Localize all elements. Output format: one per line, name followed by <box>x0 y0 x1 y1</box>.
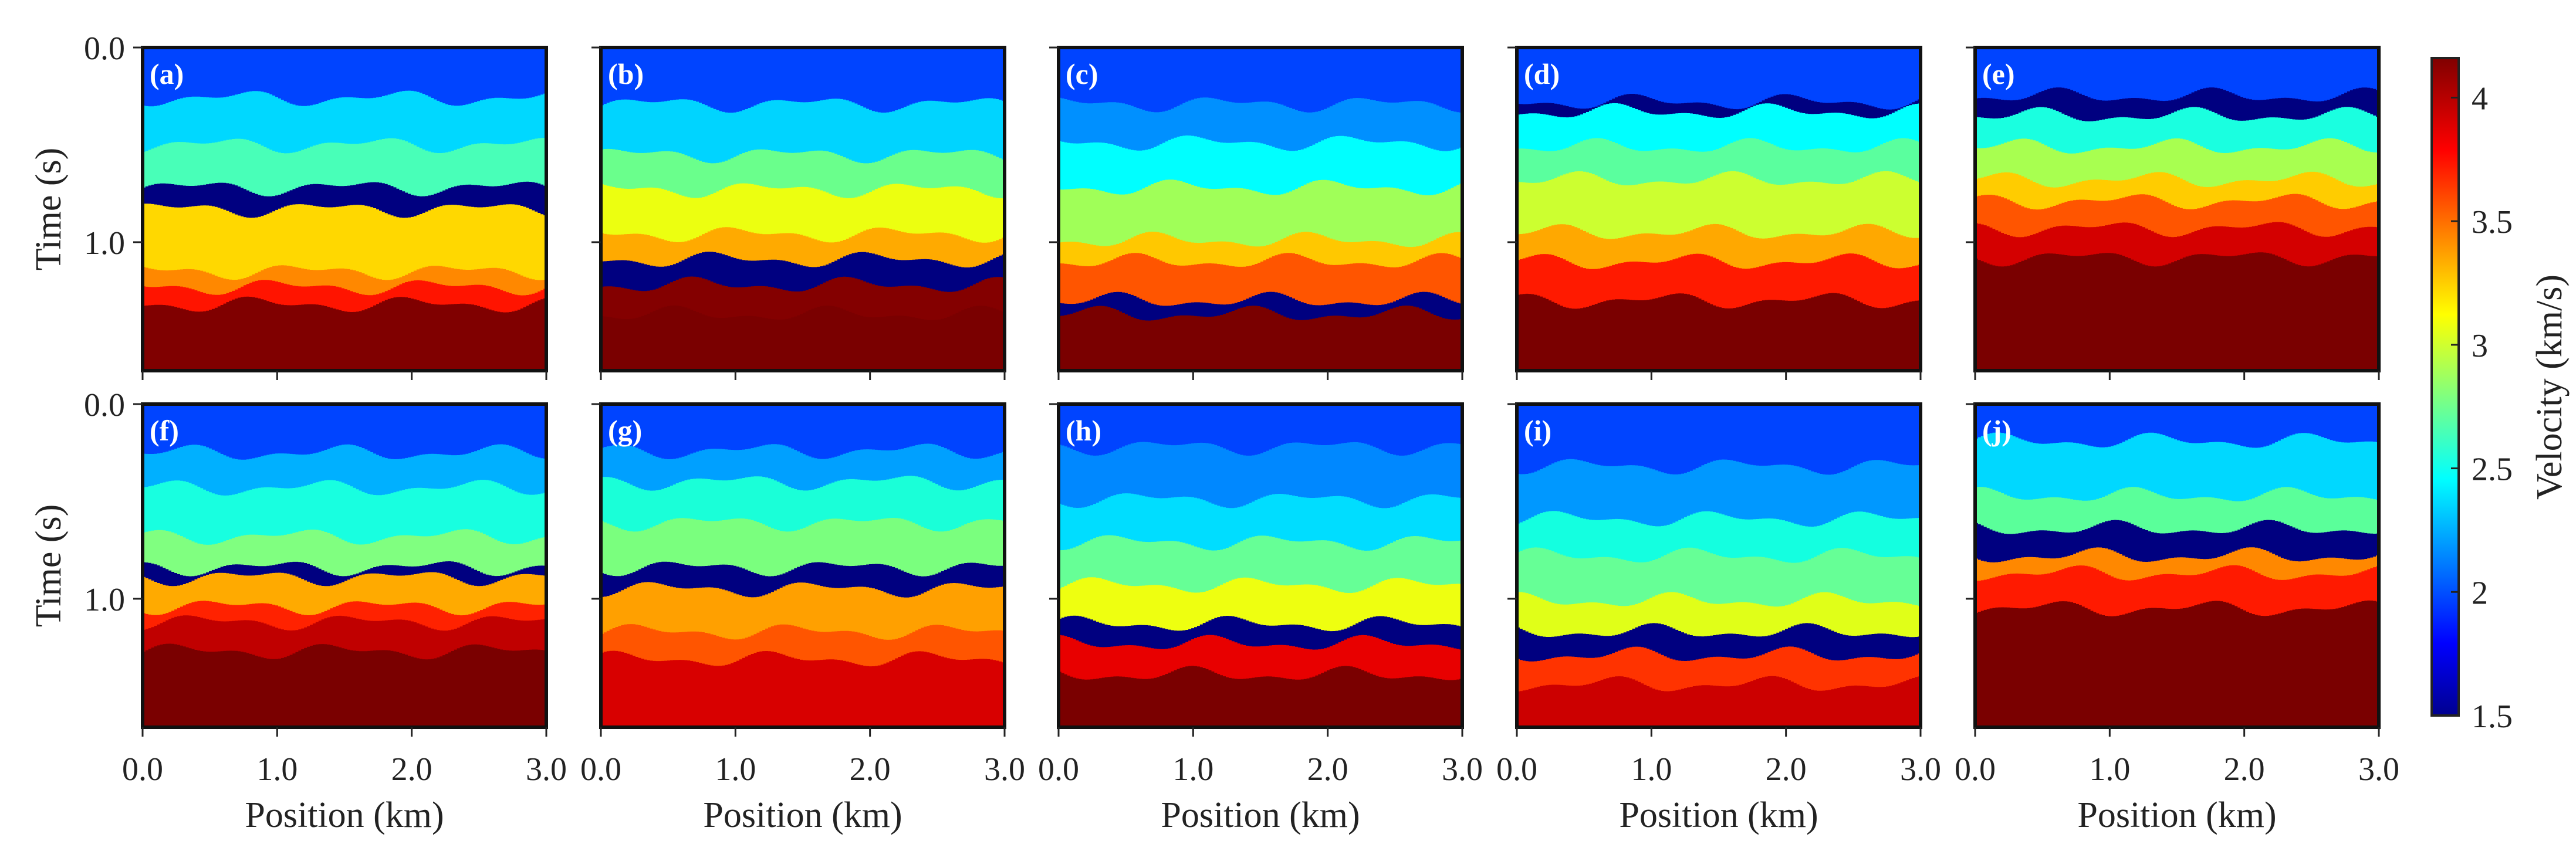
y-axis-label: Time (s) <box>29 148 69 271</box>
velocity-layer <box>1059 666 1462 727</box>
colorbar-tick-label: 3 <box>2472 328 2488 364</box>
panel-i: (i) 0.0 1.0 2.0 3.0 Position (km) <box>1496 402 1941 835</box>
layers <box>601 48 1005 371</box>
panel-f: (f) 0.0 1.0 0.0 1.0 2.0 3.0 Position (km) Time (… <box>29 387 567 835</box>
x-tick-label: 2.0 <box>1766 751 1807 788</box>
colorbar-tick-label: 2.5 <box>2472 452 2513 488</box>
x-axis-label: Position (km) <box>703 795 902 835</box>
x-tick-label: 3.0 <box>2358 751 2399 788</box>
velocity-layer <box>1059 306 1462 371</box>
panel-label: (i) <box>1524 414 1551 447</box>
velocity-layer <box>601 650 1005 727</box>
panel-grid: (a) 0.0 1.0 Time (s) (b) (c) (d) (e) (f) 0.0 1.0 0.… <box>29 30 2399 835</box>
layers <box>1517 404 1921 727</box>
x-tick-label: 0.0 <box>1496 751 1537 788</box>
x-tick-label: 2.0 <box>1307 751 1348 788</box>
panel-d: (d) <box>1507 46 1922 380</box>
panel-frame <box>141 46 548 372</box>
panel-j: (j) 0.0 1.0 2.0 3.0 Position (km) <box>1955 402 2399 835</box>
x-tick-label: 2.0 <box>391 751 432 788</box>
panel-frame <box>1515 402 1922 729</box>
layers <box>1059 404 1462 727</box>
panel-label: (a) <box>150 57 184 90</box>
x-tick-label: 3.0 <box>1900 751 1941 788</box>
y-tick-label: 0.0 <box>84 30 125 67</box>
layers <box>1517 48 1921 371</box>
panel-label: (e) <box>1982 57 2015 90</box>
panel-frame <box>599 402 1006 729</box>
panel-c: (c) <box>1049 46 1464 380</box>
colorbar: Velocity (km/s) 1.5 2 2.5 3 3.5 4 <box>2430 57 2570 735</box>
y-tick-label: 1.0 <box>84 582 125 618</box>
colorbar-tick-label: 2 <box>2472 575 2488 611</box>
panel-frame <box>1057 46 1464 372</box>
x-axis-label: Position (km) <box>1161 795 1360 835</box>
velocity-layer <box>143 296 546 371</box>
panel-frame <box>1515 46 1922 372</box>
velocity-layer <box>1975 252 2379 371</box>
x-tick-label: 1.0 <box>2089 751 2130 788</box>
panel-label: (f) <box>150 414 179 447</box>
panel-label: (h) <box>1066 414 1101 447</box>
x-tick-label: 3.0 <box>1442 751 1483 788</box>
layers <box>601 404 1005 727</box>
panel-label: (g) <box>608 414 642 447</box>
y-axis-label: Time (s) <box>29 504 69 628</box>
y-tick-label: 1.0 <box>84 225 125 262</box>
x-tick-label: 1.0 <box>1172 751 1213 788</box>
x-tick-label: 3.0 <box>526 751 567 788</box>
colorbar-gradient <box>2430 57 2460 717</box>
colorbar-label: Velocity (km/s) <box>2530 274 2570 500</box>
velocity-layer <box>1517 676 1921 727</box>
panel-g: (g) 0.0 1.0 2.0 3.0 Position (km) <box>580 402 1025 835</box>
x-axis-label: Position (km) <box>2077 795 2276 835</box>
panel-label: (c) <box>1066 57 1098 90</box>
x-axis-label: Position (km) <box>245 795 444 835</box>
x-tick-label: 1.0 <box>1631 751 1672 788</box>
panel-a: (a) 0.0 1.0 Time (s) <box>29 30 548 380</box>
colorbar-tick-label: 1.5 <box>2472 699 2513 735</box>
panel-b: (b) <box>591 46 1006 380</box>
panel-frame <box>599 46 1006 372</box>
x-tick-label: 1.0 <box>715 751 756 788</box>
colorbar-tick-label: 4 <box>2472 80 2488 117</box>
panel-label: (j) <box>1982 414 2012 447</box>
panel-label: (d) <box>1524 57 1560 90</box>
colorbar-tick-label: 3.5 <box>2472 204 2513 240</box>
velocity-layer <box>143 643 546 727</box>
x-tick-label: 2.0 <box>2224 751 2265 788</box>
panel-frame <box>1973 402 2381 729</box>
velocity-layer <box>601 305 1005 371</box>
layers <box>1975 404 2379 727</box>
x-tick-label: 0.0 <box>1955 751 1996 788</box>
panel-frame <box>1973 46 2381 372</box>
panel-e: (e) <box>1966 46 2381 380</box>
panel-h: (h) 0.0 1.0 2.0 3.0 Position (km) <box>1038 402 1483 835</box>
x-tick-label: 0.0 <box>580 751 621 788</box>
velocity-layer <box>1517 293 1921 371</box>
velocity-layer <box>1975 600 2379 727</box>
x-tick-label: 0.0 <box>122 751 163 788</box>
x-tick-label: 3.0 <box>984 751 1025 788</box>
panel-frame <box>141 402 548 729</box>
layers <box>143 48 546 371</box>
x-tick-label: 2.0 <box>850 751 891 788</box>
panel-frame <box>1057 402 1464 729</box>
layers <box>1975 48 2379 371</box>
layers <box>143 404 546 727</box>
y-tick-label: 0.0 <box>84 387 125 423</box>
x-tick-label: 0.0 <box>1038 751 1079 788</box>
layers <box>1059 48 1462 371</box>
panel-label: (b) <box>608 57 644 90</box>
x-axis-label: Position (km) <box>1619 795 1818 835</box>
x-tick-label: 1.0 <box>256 751 298 788</box>
